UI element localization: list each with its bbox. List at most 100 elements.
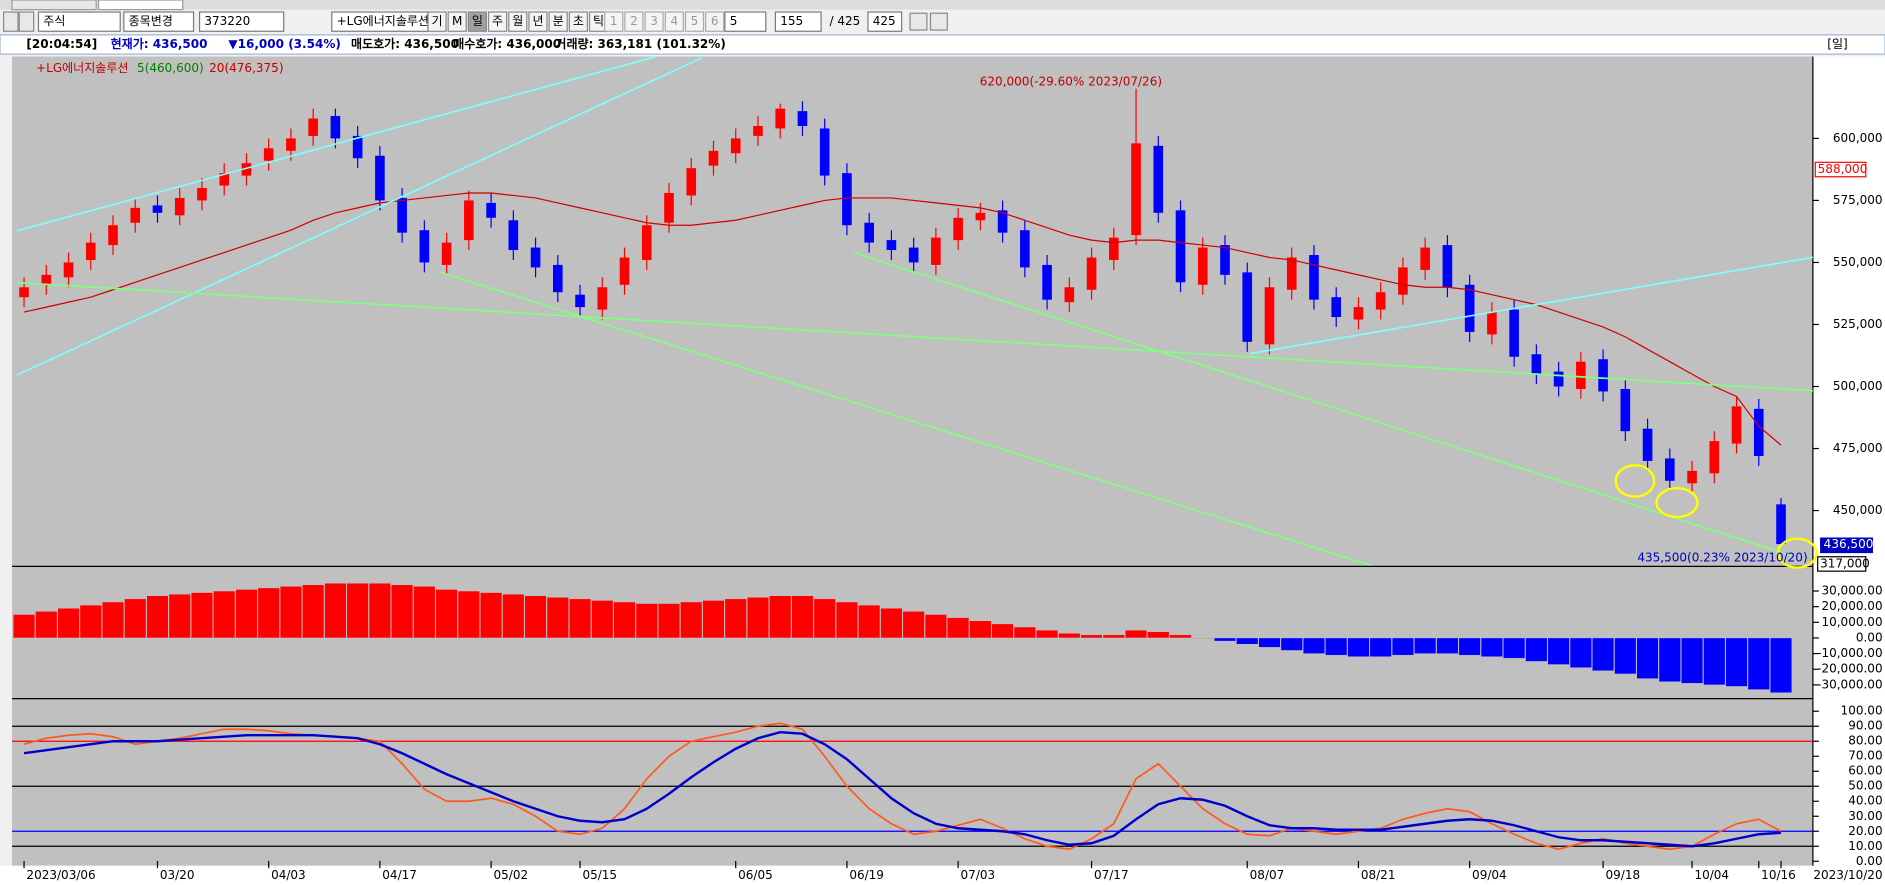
trendline	[1250, 256, 1814, 355]
highlight-circle	[1614, 464, 1656, 498]
nav-button[interactable]	[3, 11, 19, 32]
number-button-label: 2	[630, 14, 638, 28]
macd-bar	[1480, 637, 1503, 657]
ma20-line	[23, 192, 1782, 446]
period-button[interactable]	[427, 11, 447, 32]
candle-body	[1109, 237, 1119, 260]
total-box-label: 425	[873, 14, 896, 28]
y-tick-label: 80.00	[1848, 734, 1882, 748]
period-button-label: 분	[553, 14, 564, 28]
period-button-label: 초	[573, 14, 584, 28]
tab[interactable]	[11, 0, 97, 11]
legend-ma20: 20(476,375)	[209, 61, 283, 75]
y-tick-label: 450,000	[1833, 503, 1883, 517]
period-button[interactable]	[548, 11, 568, 32]
macd-bar	[1280, 637, 1303, 651]
macd-bar	[657, 603, 681, 639]
macd-bar	[435, 589, 458, 639]
candle-body	[641, 225, 652, 260]
number-button[interactable]	[624, 11, 644, 32]
period-combo-label: 5	[730, 14, 738, 28]
candle-body	[352, 135, 363, 159]
candle-body	[1131, 143, 1141, 236]
y-tick-label: 50.00	[1848, 779, 1882, 793]
nav-button[interactable]	[18, 11, 35, 32]
candle-body	[931, 237, 941, 265]
candle-body	[397, 197, 407, 233]
number-button[interactable]	[705, 11, 725, 32]
candle-body	[1598, 359, 1608, 392]
macd-bar	[1058, 633, 1081, 639]
high-annotation: 620,000(-29.60% 2023/07/26)	[980, 74, 1162, 88]
candle-body	[1398, 267, 1408, 295]
period-button[interactable]	[467, 11, 487, 32]
tool-icon[interactable]	[909, 12, 928, 31]
change-combo[interactable]	[123, 11, 195, 32]
macd-bar	[1347, 637, 1370, 657]
count-input[interactable]	[774, 11, 822, 32]
market-combo[interactable]	[37, 11, 121, 32]
macd-bar	[769, 595, 792, 639]
number-button[interactable]	[644, 11, 664, 32]
number-button[interactable]	[684, 11, 705, 32]
macd-bar	[101, 601, 125, 639]
candle-body	[886, 240, 897, 251]
macd-bar	[124, 598, 147, 639]
candle-body	[241, 163, 252, 176]
code-input-label: 373220	[204, 14, 250, 28]
candle-body	[19, 287, 29, 298]
macd-bar	[1458, 637, 1481, 656]
candle-body	[174, 197, 185, 216]
macd-bar	[1725, 637, 1748, 687]
candle-body	[1709, 441, 1720, 474]
macd-bar	[791, 595, 814, 639]
candle-body	[1242, 272, 1253, 342]
macd-bar	[1191, 637, 1214, 639]
macd-bar	[1525, 637, 1548, 662]
price-box	[1817, 556, 1867, 572]
x-tick-label: 06/05	[738, 868, 773, 882]
stochastic-d	[23, 731, 1782, 848]
y-tick-label: 0.00	[1856, 630, 1883, 644]
candle-body	[1531, 354, 1542, 375]
period-button[interactable]	[528, 11, 548, 32]
period-combo[interactable]	[724, 11, 767, 32]
code-input[interactable]	[198, 11, 285, 32]
y-tick-label: -20,000.00	[1817, 662, 1882, 676]
y-tick-label: 40.00	[1848, 794, 1882, 808]
candle-body	[330, 116, 341, 139]
candle-body	[1264, 287, 1275, 345]
candle-body	[1309, 255, 1319, 300]
macd-bar	[1013, 626, 1036, 639]
period-button[interactable]	[487, 11, 508, 32]
candle-body	[708, 150, 719, 166]
candle-body	[1509, 309, 1519, 357]
period-button[interactable]	[508, 11, 528, 32]
candle-body	[486, 202, 496, 218]
tool-icon[interactable]	[929, 12, 948, 31]
macd-bar	[924, 614, 947, 639]
period-button[interactable]	[447, 11, 467, 32]
y-tick-label: 70.00	[1848, 749, 1882, 763]
candle-body	[1286, 257, 1297, 290]
number-button-label: 5	[691, 14, 699, 28]
macd-bar	[1169, 634, 1192, 639]
candle-body	[1420, 247, 1430, 270]
bid-price: 매수호가: 436,000	[453, 36, 561, 51]
number-button[interactable]	[664, 11, 684, 32]
number-button[interactable]	[604, 11, 624, 32]
price-box-label: 588,000	[1818, 162, 1868, 176]
candle-body	[775, 108, 786, 129]
candle-body	[1687, 470, 1697, 484]
macd-bar	[1614, 637, 1637, 675]
period-button[interactable]	[568, 11, 588, 32]
x-tick-label: 08/21	[1361, 868, 1396, 882]
macd-bar	[702, 600, 725, 639]
tab[interactable]	[97, 0, 184, 11]
period-button-label: M	[452, 14, 462, 28]
chart-area	[12, 56, 1813, 866]
candle-body	[219, 173, 230, 186]
macd-bar	[1102, 634, 1125, 639]
x-tick-label: 10/16	[1761, 868, 1796, 882]
x-tick-label: 09/18	[1605, 868, 1640, 882]
